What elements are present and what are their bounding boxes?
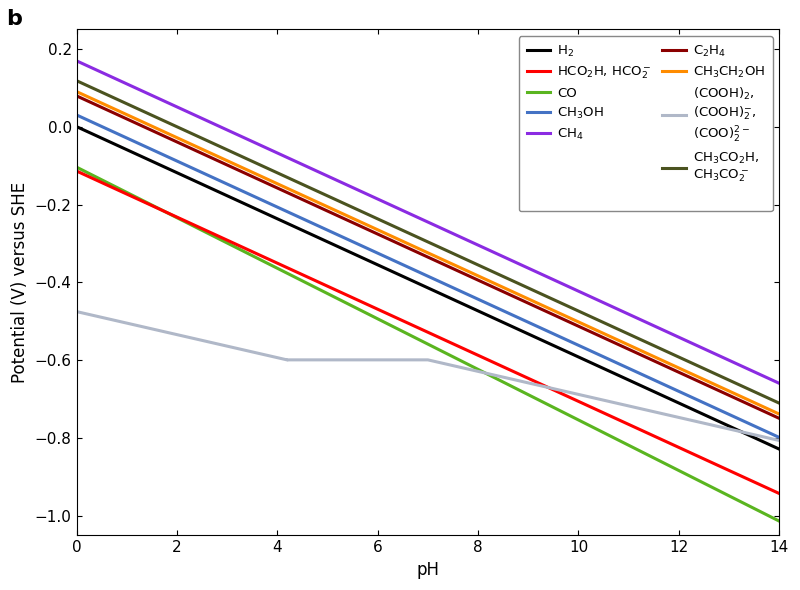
Y-axis label: Potential (V) versus SHE: Potential (V) versus SHE	[11, 182, 29, 383]
Legend: H$_2$, HCO$_2$H, HCO$_2^-$, CO, CH$_3$OH, CH$_4$, C$_2$H$_4$, CH$_3$CH$_2$OH, (C: H$_2$, HCO$_2$H, HCO$_2^-$, CO, CH$_3$OH…	[518, 36, 773, 211]
X-axis label: pH: pH	[416, 561, 439, 579]
Text: b: b	[6, 9, 22, 29]
